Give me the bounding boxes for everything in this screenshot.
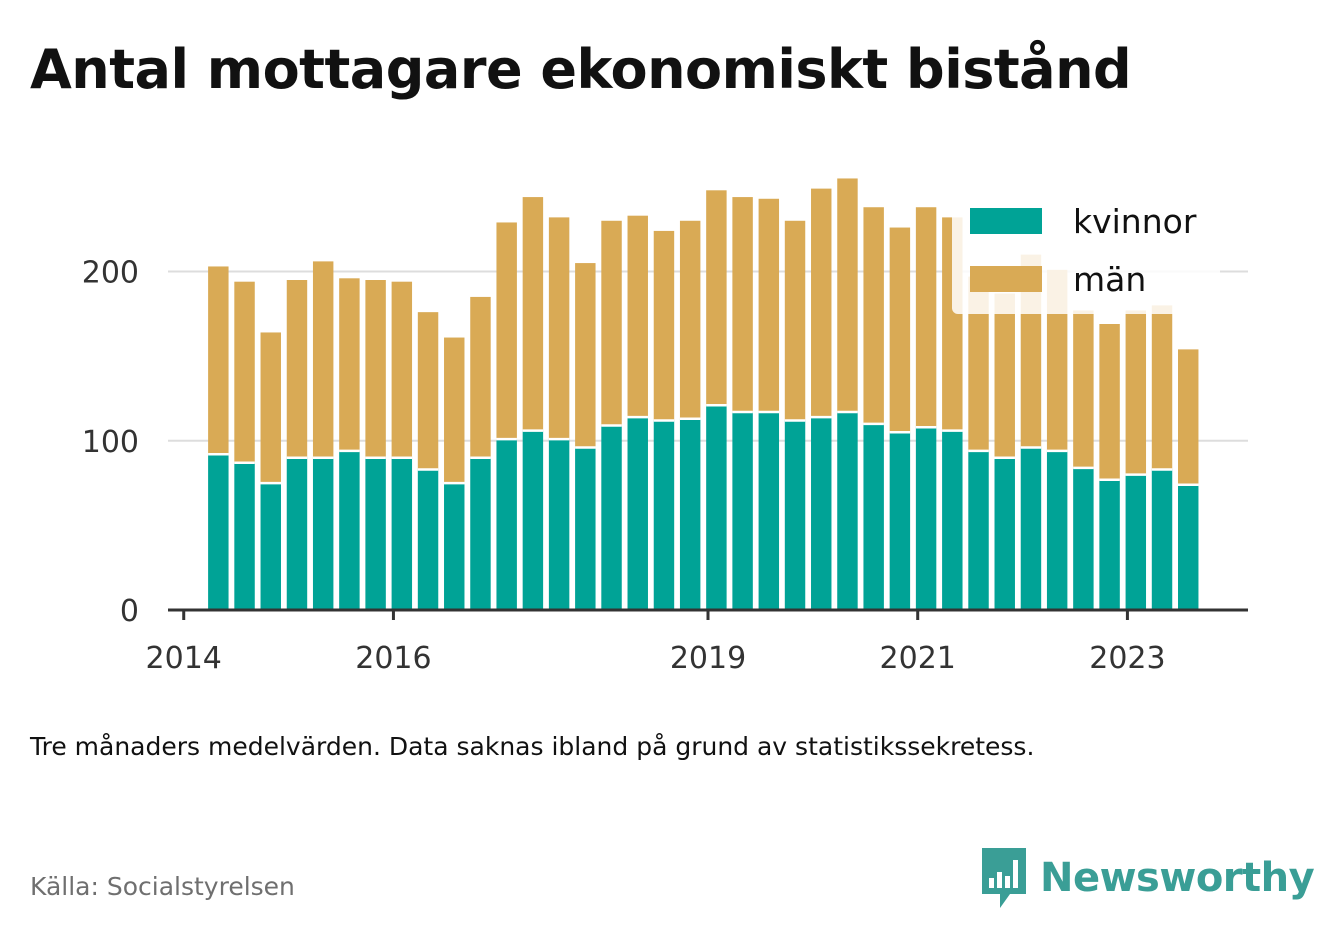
bar-man — [837, 178, 858, 412]
bar-kvinnor — [286, 457, 308, 610]
x-axis: 2014 2016 2019 2021 2023 — [146, 608, 1248, 676]
x-tick-label: 2019 — [670, 641, 746, 676]
source-credit: Källa: Socialstyrelsen — [30, 872, 295, 901]
bar-kvinnor — [1125, 474, 1147, 610]
bar-man — [444, 337, 465, 484]
bar-man — [339, 278, 360, 451]
legend-label: kvinnor — [1073, 202, 1197, 241]
y-tick-label: 200 — [82, 256, 139, 291]
bar-kvinnor — [496, 439, 517, 610]
bar-man — [1046, 269, 1068, 451]
bar-man — [575, 263, 596, 448]
bar-man — [889, 227, 911, 433]
bar-man — [706, 190, 727, 406]
brand-logo: Newsworthy — [980, 846, 1315, 910]
bar-man — [994, 293, 1015, 458]
bar-kvinnor — [601, 425, 622, 610]
bar-man — [627, 215, 648, 418]
bar-man — [417, 312, 439, 470]
bar-kvinnor — [312, 457, 334, 610]
bar-kvinnor — [339, 450, 360, 610]
bar-kvinnor — [260, 483, 281, 610]
bar-kvinnor — [1046, 450, 1068, 610]
newsworthy-logo-icon — [982, 848, 1026, 908]
bars — [208, 178, 1199, 610]
bar-man — [522, 197, 544, 431]
bar-kvinnor — [1151, 469, 1173, 610]
bar-man — [1125, 310, 1147, 475]
legend-label: män — [1073, 260, 1146, 299]
bar-kvinnor — [208, 454, 229, 610]
bar-kvinnor — [548, 439, 570, 610]
y-tick-label: 100 — [82, 425, 139, 460]
bar-man — [1073, 310, 1094, 468]
bar-man — [915, 207, 937, 428]
bar-kvinnor — [417, 469, 439, 610]
y-tick-label: 0 — [120, 594, 139, 629]
bar-kvinnor — [889, 432, 911, 610]
chart-title: Antal mottagare ekonomiskt bistånd — [30, 38, 1132, 101]
bar-kvinnor — [706, 405, 727, 610]
x-tick-label: 2023 — [1089, 641, 1165, 676]
bar-man — [758, 198, 780, 412]
bar-man — [653, 230, 675, 421]
bar-man — [470, 296, 491, 458]
bar-kvinnor — [942, 430, 963, 610]
bar-kvinnor — [575, 447, 596, 610]
bar-man — [391, 281, 413, 458]
chart-note: Tre månaders medelvärden. Data saknas ib… — [30, 732, 1035, 761]
brand-name: Newsworthy — [1040, 855, 1315, 901]
stacked-bar-chart: 2014 2016 2019 2021 2023 0 100 200 kvinnor män — [82, 178, 1248, 676]
bar-kvinnor — [627, 417, 648, 610]
bar-man — [732, 197, 753, 412]
bar-man — [784, 220, 806, 421]
bar-man — [1151, 305, 1173, 470]
bar-kvinnor — [522, 430, 544, 610]
legend-swatch — [970, 208, 1042, 234]
bar-kvinnor — [863, 423, 884, 610]
bar-man — [863, 207, 884, 424]
bar-man — [208, 266, 229, 455]
bar-kvinnor — [968, 450, 989, 610]
bar-man — [286, 280, 308, 458]
bar-kvinnor — [732, 412, 753, 610]
bar-man — [1099, 324, 1120, 480]
legend: kvinnor män — [952, 196, 1220, 314]
bar-kvinnor — [915, 427, 937, 610]
bar-man — [1178, 349, 1199, 485]
bar-man — [365, 280, 386, 458]
bar-man — [601, 220, 622, 426]
bar-kvinnor — [470, 457, 491, 610]
bar-kvinnor — [1020, 447, 1042, 610]
bar-kvinnor — [837, 412, 858, 610]
bar-kvinnor — [1178, 484, 1199, 610]
bar-kvinnor — [444, 483, 465, 610]
bar-man — [312, 261, 334, 458]
bar-kvinnor — [758, 412, 780, 610]
bar-kvinnor — [234, 462, 255, 610]
bar-man — [496, 222, 517, 440]
bar-man — [234, 281, 255, 463]
bar-kvinnor — [365, 457, 386, 610]
bar-kvinnor — [1099, 479, 1120, 610]
bar-kvinnor — [811, 417, 832, 610]
bar-kvinnor — [653, 420, 675, 610]
y-axis-tick-labels: 0 100 200 — [82, 256, 139, 629]
bar-kvinnor — [391, 457, 413, 610]
x-tick-label: 2021 — [880, 641, 956, 676]
bar-man — [260, 332, 281, 484]
x-tick-label: 2014 — [146, 641, 222, 676]
bar-man — [968, 276, 989, 451]
bar-man — [679, 220, 701, 419]
x-tick-label: 2016 — [355, 641, 431, 676]
bar-kvinnor — [994, 457, 1015, 610]
bar-man — [548, 217, 570, 440]
bar-kvinnor — [1073, 467, 1094, 610]
bar-man — [811, 188, 832, 418]
bar-kvinnor — [679, 418, 701, 610]
legend-swatch — [970, 266, 1042, 292]
bar-kvinnor — [784, 420, 806, 610]
